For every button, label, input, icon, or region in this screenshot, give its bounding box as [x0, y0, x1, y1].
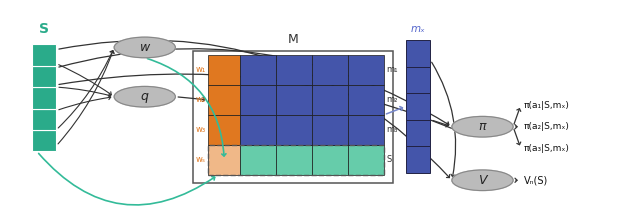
- Text: π(a₃|S,mₓ): π(a₃|S,mₓ): [524, 144, 570, 153]
- Bar: [312, 85, 348, 115]
- Bar: [32, 44, 56, 66]
- Circle shape: [452, 170, 513, 191]
- Bar: [312, 55, 348, 85]
- Text: w₂: w₂: [196, 95, 206, 104]
- Text: w₃: w₃: [196, 125, 206, 134]
- Bar: [348, 145, 384, 175]
- Bar: [32, 66, 56, 87]
- Bar: [209, 145, 240, 175]
- Bar: [240, 115, 276, 145]
- Bar: [209, 145, 384, 175]
- Text: wₛ: wₛ: [196, 155, 206, 164]
- Text: π(a₁|S,mₓ): π(a₁|S,mₓ): [524, 101, 570, 110]
- Bar: [348, 55, 384, 85]
- Text: Vₙ(S): Vₙ(S): [524, 175, 548, 185]
- Bar: [240, 85, 276, 115]
- Bar: [32, 108, 56, 130]
- Bar: [312, 145, 348, 175]
- Bar: [276, 85, 312, 115]
- Text: m₃: m₃: [387, 125, 397, 134]
- Text: m₁: m₁: [387, 66, 398, 74]
- Bar: [240, 55, 276, 85]
- Text: S: S: [387, 155, 392, 164]
- Bar: [240, 145, 276, 175]
- Bar: [193, 51, 394, 184]
- Bar: [348, 85, 384, 115]
- Bar: [209, 85, 240, 115]
- Text: w: w: [140, 41, 150, 54]
- Text: S: S: [39, 22, 49, 36]
- Bar: [406, 40, 430, 67]
- Bar: [32, 130, 56, 151]
- Bar: [406, 120, 430, 146]
- Bar: [209, 55, 240, 85]
- Bar: [32, 87, 56, 108]
- Bar: [406, 93, 430, 120]
- Circle shape: [114, 86, 175, 107]
- Circle shape: [452, 117, 513, 137]
- Text: m₂: m₂: [387, 95, 397, 104]
- Text: π(a₂|S,mₓ): π(a₂|S,mₓ): [524, 122, 570, 131]
- Bar: [209, 115, 240, 145]
- Bar: [276, 55, 312, 85]
- Text: M: M: [287, 33, 298, 46]
- Bar: [406, 67, 430, 93]
- Bar: [276, 115, 312, 145]
- Text: w₁: w₁: [196, 66, 206, 74]
- Bar: [276, 145, 312, 175]
- Circle shape: [114, 37, 175, 58]
- Text: V: V: [478, 174, 487, 187]
- Text: π: π: [479, 120, 486, 133]
- Text: q: q: [141, 90, 148, 103]
- Bar: [406, 146, 430, 173]
- Bar: [312, 115, 348, 145]
- Bar: [348, 115, 384, 145]
- Text: mₓ: mₓ: [411, 23, 426, 33]
